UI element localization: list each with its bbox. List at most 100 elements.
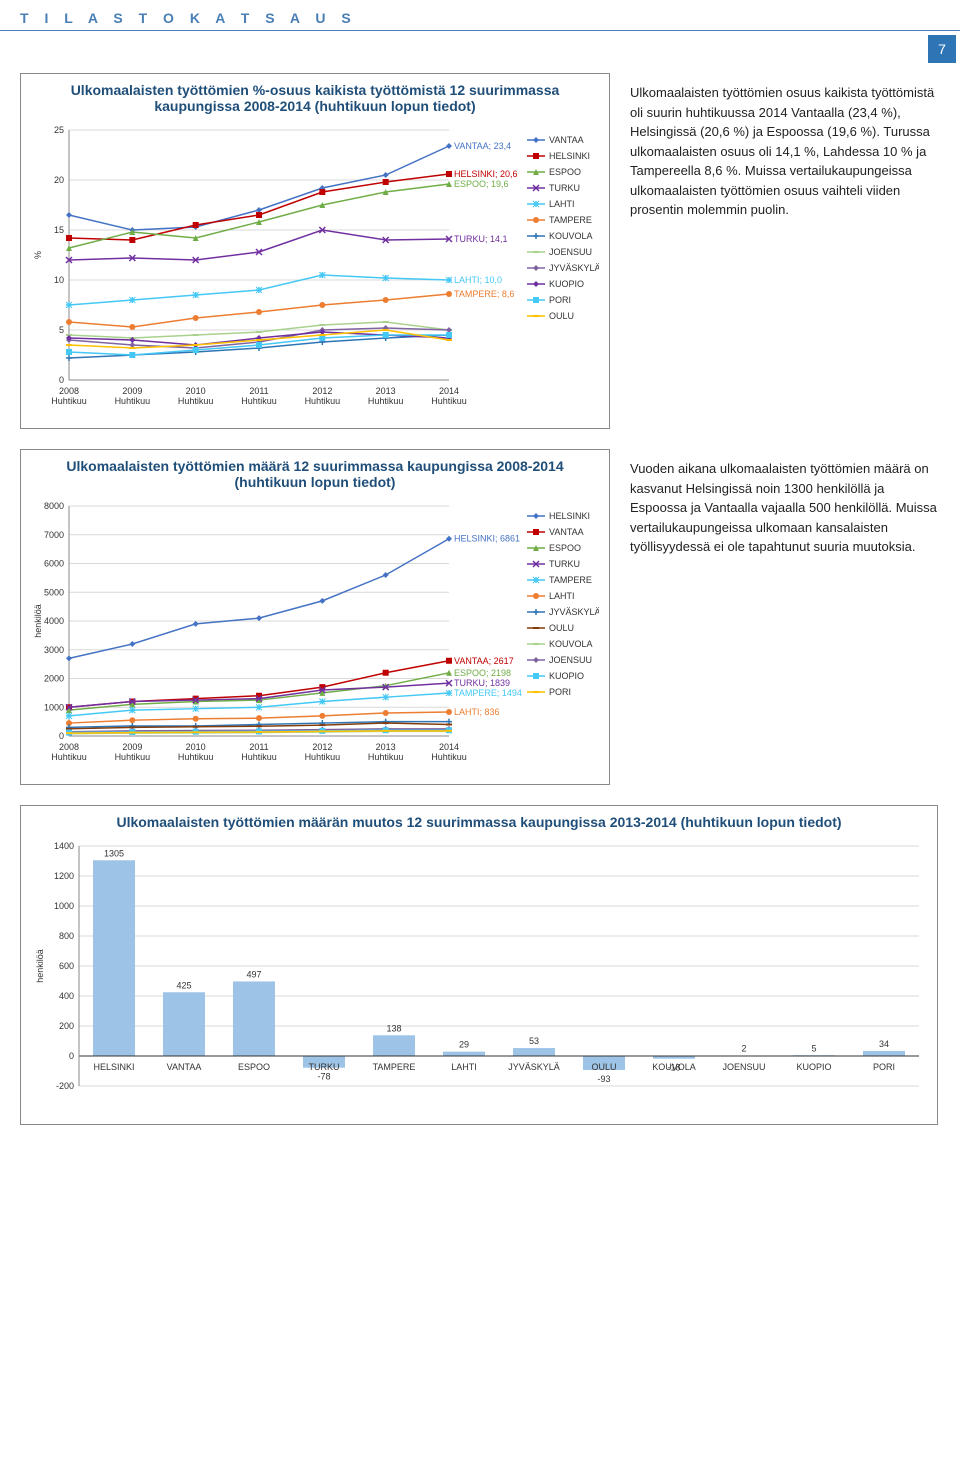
svg-text:3000: 3000 — [44, 645, 64, 655]
svg-text:henkilöä: henkilöä — [33, 604, 43, 638]
chart1-title: Ulkomaalaisten työttömien %-osuus kaikis… — [29, 82, 601, 114]
svg-text:VANTAA; 23,4: VANTAA; 23,4 — [454, 141, 511, 151]
svg-text:2010: 2010 — [186, 386, 206, 396]
svg-text:-78: -78 — [317, 1072, 330, 1082]
svg-text:2008: 2008 — [59, 742, 79, 752]
svg-text:2013: 2013 — [376, 386, 396, 396]
chart1-svg: 05101520252008Huhtikuu2009Huhtikuu2010Hu… — [29, 120, 599, 420]
svg-text:53: 53 — [529, 1036, 539, 1046]
svg-text:TURKU: TURKU — [309, 1062, 340, 1072]
svg-text:2000: 2000 — [44, 674, 64, 684]
svg-text:LAHTI: LAHTI — [451, 1062, 477, 1072]
svg-text:LAHTI; 836: LAHTI; 836 — [454, 707, 500, 717]
svg-text:ESPOO: ESPOO — [549, 543, 581, 553]
svg-text:2011: 2011 — [249, 742, 268, 752]
svg-text:200: 200 — [59, 1021, 74, 1031]
svg-text:LAHTI: LAHTI — [549, 591, 575, 601]
svg-text:0: 0 — [59, 731, 64, 741]
svg-text:Huhtikuu: Huhtikuu — [368, 752, 404, 762]
chart3-svg: -2000200400600800100012001400henkilöä130… — [29, 836, 929, 1116]
svg-text:KOUVOLA: KOUVOLA — [652, 1062, 696, 1072]
svg-text:Huhtikuu: Huhtikuu — [178, 396, 214, 406]
svg-text:2014: 2014 — [439, 742, 459, 752]
svg-text:PORI: PORI — [549, 295, 571, 305]
svg-text:8000: 8000 — [44, 501, 64, 511]
svg-text:VANTAA: VANTAA — [549, 527, 584, 537]
svg-text:5: 5 — [811, 1043, 816, 1053]
svg-text:1000: 1000 — [54, 901, 74, 911]
svg-text:PORI: PORI — [549, 687, 571, 697]
svg-text:Huhtikuu: Huhtikuu — [178, 752, 214, 762]
svg-text:7000: 7000 — [44, 530, 64, 540]
svg-text:2008: 2008 — [59, 386, 79, 396]
svg-text:20: 20 — [54, 175, 64, 185]
svg-text:Huhtikuu: Huhtikuu — [241, 396, 277, 406]
svg-text:ESPOO: ESPOO — [238, 1062, 270, 1072]
svg-text:TAMPERE; 8,6: TAMPERE; 8,6 — [454, 289, 514, 299]
svg-text:34: 34 — [879, 1039, 889, 1049]
svg-text:TAMPERE: TAMPERE — [373, 1062, 416, 1072]
svg-text:1000: 1000 — [44, 702, 64, 712]
svg-text:JYVÄSKYLÄ: JYVÄSKYLÄ — [508, 1062, 560, 1072]
svg-text:6000: 6000 — [44, 559, 64, 569]
svg-text:HELSINKI: HELSINKI — [93, 1062, 134, 1072]
svg-text:Huhtikuu: Huhtikuu — [431, 752, 467, 762]
svg-text:-93: -93 — [597, 1074, 610, 1084]
svg-text:JYVÄSKYLÄ: JYVÄSKYLÄ — [549, 263, 599, 273]
svg-text:TURKU: TURKU — [549, 559, 580, 569]
svg-text:KUOPIO: KUOPIO — [549, 279, 584, 289]
svg-text:2010: 2010 — [186, 742, 206, 752]
svg-text:Huhtikuu: Huhtikuu — [115, 752, 151, 762]
svg-text:HELSINKI: HELSINKI — [549, 511, 590, 521]
svg-text:HELSINKI; 20,6: HELSINKI; 20,6 — [454, 169, 518, 179]
svg-text:OULU: OULU — [549, 311, 574, 321]
svg-text:4000: 4000 — [44, 616, 64, 626]
svg-text:ESPOO; 19,6: ESPOO; 19,6 — [454, 179, 509, 189]
svg-text:138: 138 — [386, 1023, 401, 1033]
svg-text:TAMPERE; 1494: TAMPERE; 1494 — [454, 688, 522, 698]
svg-text:400: 400 — [59, 991, 74, 1001]
svg-text:2013: 2013 — [376, 742, 396, 752]
svg-text:JOENSUU: JOENSUU — [722, 1062, 765, 1072]
chart2-title: Ulkomaalaisten työttömien määrä 12 suuri… — [29, 458, 601, 490]
paragraph1: Ulkomaalaisten työttömien osuus kaikista… — [630, 83, 940, 220]
svg-text:15: 15 — [54, 225, 64, 235]
paragraph2-box: Vuoden aikana ulkomaalaisten työttömien … — [630, 449, 940, 785]
row-2: Ulkomaalaisten työttömien määrä 12 suuri… — [0, 439, 960, 795]
svg-text:2012: 2012 — [312, 742, 332, 752]
svg-text:Huhtikuu: Huhtikuu — [431, 396, 467, 406]
svg-text:2011: 2011 — [249, 386, 268, 396]
svg-text:TAMPERE: TAMPERE — [549, 215, 592, 225]
header-bar: T I L A S T O K A T S A U S — [0, 0, 960, 31]
svg-text:10: 10 — [54, 275, 64, 285]
svg-text:KUOPIO: KUOPIO — [549, 671, 584, 681]
chart2-box: Ulkomaalaisten työttömien määrä 12 suuri… — [20, 449, 610, 785]
svg-text:2: 2 — [741, 1044, 746, 1054]
svg-text:2009: 2009 — [122, 386, 142, 396]
svg-text:PORI: PORI — [873, 1062, 895, 1072]
svg-text:600: 600 — [59, 961, 74, 971]
svg-text:800: 800 — [59, 931, 74, 941]
svg-text:VANTAA: VANTAA — [549, 135, 584, 145]
svg-text:LAHTI; 10,0: LAHTI; 10,0 — [454, 275, 502, 285]
row-1: Ulkomaalaisten työttömien %-osuus kaikis… — [0, 63, 960, 439]
svg-text:KOUVOLA: KOUVOLA — [549, 231, 593, 241]
svg-text:TAMPERE: TAMPERE — [549, 575, 592, 585]
svg-text:0: 0 — [59, 375, 64, 385]
svg-text:Huhtikuu: Huhtikuu — [305, 396, 341, 406]
svg-text:5: 5 — [59, 325, 64, 335]
svg-text:ESPOO; 2198: ESPOO; 2198 — [454, 668, 511, 678]
page-number: 7 — [928, 35, 956, 63]
svg-text:TURKU; 1839: TURKU; 1839 — [454, 678, 510, 688]
svg-text:OULU: OULU — [591, 1062, 616, 1072]
svg-text:-200: -200 — [56, 1081, 74, 1091]
svg-text:HELSINKI; 6861: HELSINKI; 6861 — [454, 534, 520, 544]
svg-text:OULU: OULU — [549, 623, 574, 633]
svg-text:LAHTI: LAHTI — [549, 199, 575, 209]
svg-text:%: % — [33, 251, 43, 259]
chart1-box: Ulkomaalaisten työttömien %-osuus kaikis… — [20, 73, 610, 429]
svg-text:KOUVOLA: KOUVOLA — [549, 639, 593, 649]
svg-text:2012: 2012 — [312, 386, 332, 396]
svg-text:25: 25 — [54, 125, 64, 135]
paragraph1-box: Ulkomaalaisten työttömien osuus kaikista… — [630, 73, 940, 429]
